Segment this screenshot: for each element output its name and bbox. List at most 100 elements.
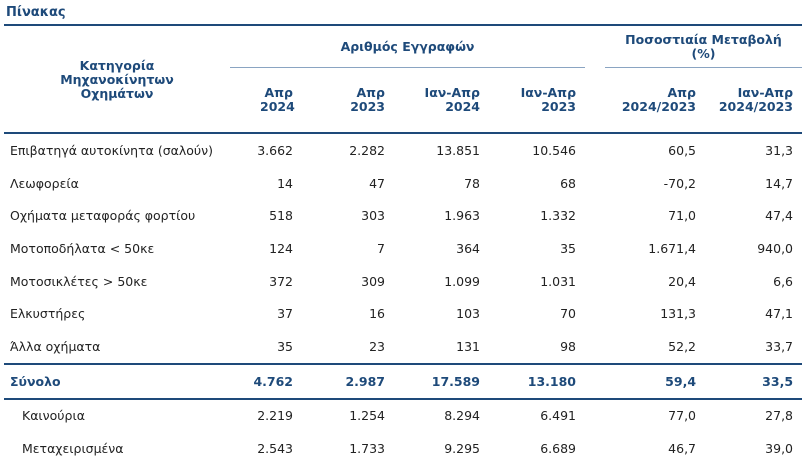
cell-apr-2024: 2.219 [257, 408, 293, 424]
gap-cell [585, 330, 605, 364]
header-col-janapr-2024: Ιαν-Απρ 2024 [394, 67, 489, 134]
cell-apr-change: 52,2 [668, 338, 697, 354]
cell-apr-2023: 23 [369, 338, 385, 354]
cell-janapr-2023: 6.689 [540, 441, 577, 457]
cell-apr-change: 71,0 [668, 208, 697, 224]
cell-apr-2024: 372 [269, 273, 293, 289]
gap-cell [585, 199, 605, 232]
cell-apr-2023: 1.733 [349, 441, 385, 457]
row-label: Μοτοσικλέτες > 50κε [10, 273, 148, 289]
cell-apr-change: 60,5 [668, 142, 697, 158]
cell-janapr-2024: 78 [464, 175, 480, 191]
cell-janapr-change: 6,6 [773, 273, 794, 289]
cell-apr-2023: 16 [369, 306, 385, 322]
cell-janapr-change: 31,3 [765, 142, 794, 158]
total-row: Σύνολο 4.762 2.987 17.589 13.180 59,4 33… [4, 362, 803, 400]
row-label: Μοτοποδήλατα < 50κε [10, 240, 155, 256]
cell-janapr-2024: 131 [456, 338, 480, 354]
header-col-janapr-change: Ιαν-Απρ 2024/2023 [705, 67, 803, 134]
cell-janapr-2024: 8.294 [444, 408, 480, 424]
table-row: Άλλα οχήματα 35 23 131 98 52,2 33,7 [4, 330, 802, 364]
table-row: Ελκυστήρες 37 16 103 70 131,3 47,1 [4, 297, 802, 330]
cell-janapr-2024: 103 [456, 306, 480, 322]
table-row: Μοτοποδήλατα < 50κε 124 7 364 35 1.671,4… [4, 232, 802, 265]
total-janapr-2024: 17.589 [394, 362, 489, 400]
cell-janapr-2023: 68 [560, 175, 577, 191]
cell-janapr-change: 27,8 [765, 408, 794, 424]
total-apr-2023: 2.987 [302, 362, 394, 400]
table-title: Πίνακας [6, 5, 66, 20]
header-gap [585, 27, 605, 68]
cell-janapr-2024: 1.963 [444, 208, 480, 224]
row-label: Λεωφορεία [10, 175, 79, 191]
total-label: Σύνολο [4, 362, 230, 400]
table-row: Οχήματα μεταφοράς φορτίου 518 303 1.963 … [4, 199, 802, 232]
header-group-registrations: Αριθμός Εγγραφών [230, 27, 586, 68]
cell-janapr-2023: 70 [560, 306, 577, 322]
header-col-apr-change: Απρ 2024/2023 [605, 67, 706, 134]
gap-cell [585, 167, 605, 200]
cell-janapr-2023: 98 [560, 338, 577, 354]
cell-apr-2024: 2.543 [257, 441, 293, 457]
cell-janapr-change: 47,4 [765, 208, 794, 224]
row-label: Καινούρια [22, 408, 85, 424]
cell-apr-2024: 37 [277, 306, 293, 322]
cell-apr-2024: 3.662 [257, 142, 293, 158]
header-col-apr-2024: Απρ 2024 [230, 67, 302, 134]
table-row: Λεωφορεία 14 47 78 68 -70,2 14,7 [4, 167, 802, 200]
cell-janapr-2024: 13.851 [436, 142, 480, 158]
cell-apr-2023: 309 [361, 273, 385, 289]
cell-apr-2023: 7 [377, 240, 385, 256]
cell-janapr-change: 47,1 [765, 306, 794, 322]
cell-janapr-change: 33,7 [765, 338, 794, 354]
header-group-change: Ποσοστιαία Μεταβολή (%) [605, 27, 803, 68]
row-label: Ελκυστήρες [10, 306, 86, 322]
gap-cell [585, 362, 606, 400]
cell-apr-change: 46,7 [668, 441, 697, 457]
cell-janapr-2023: 1.332 [540, 208, 577, 224]
cell-apr-2023: 2.282 [349, 142, 385, 158]
cell-apr-2023: 1.254 [349, 408, 385, 424]
gap-cell [585, 265, 605, 298]
gap-cell [585, 297, 605, 330]
total-janapr-2023: 13.180 [489, 362, 586, 400]
row-label: Άλλα οχήματα [10, 338, 101, 354]
cell-apr-2024: 124 [269, 240, 293, 256]
sub-row-new: Καινούρια 2.219 1.254 8.294 6.491 77,0 2… [4, 399, 802, 433]
cell-janapr-2024: 364 [456, 240, 480, 256]
cell-apr-2024: 518 [269, 208, 293, 224]
cell-apr-2023: 303 [361, 208, 385, 224]
total-apr-2024: 4.762 [230, 362, 302, 400]
cell-apr-2024: 35 [277, 338, 293, 354]
cell-janapr-2024: 1.099 [444, 273, 480, 289]
header-col-apr-2023: Απρ 2023 [302, 67, 394, 134]
table-row: Μοτοσικλέτες > 50κε 372 309 1.099 1.031 … [4, 265, 802, 298]
header-category: Κατηγορία Μηχανοκίνητων Οχημάτων [4, 27, 230, 134]
cell-apr-change: 131,3 [660, 306, 697, 322]
cell-apr-change: 77,0 [668, 408, 697, 424]
total-janapr-change: 33,5 [705, 362, 803, 400]
total-apr-change: 59,4 [605, 362, 706, 400]
gap-cell [585, 432, 605, 465]
cell-apr-change: -70,2 [663, 175, 697, 191]
header-gap-2 [585, 67, 606, 134]
cell-janapr-2023: 10.546 [532, 142, 577, 158]
sub-row-used: Μεταχειρισμένα 2.543 1.733 9.295 6.689 4… [4, 432, 802, 465]
cell-apr-change: 1.671,4 [648, 240, 697, 256]
cell-janapr-2023: 1.031 [540, 273, 577, 289]
cell-janapr-2023: 35 [560, 240, 577, 256]
gap-cell [585, 399, 605, 433]
cell-janapr-change: 39,0 [765, 441, 794, 457]
row-label: Επιβατηγά αυτοκίνητα (σαλούν) [10, 142, 213, 158]
row-label: Μεταχειρισμένα [22, 441, 124, 457]
top-rule [4, 24, 802, 26]
vehicle-registrations-table: Κατηγορία Μηχανοκίνητων Οχημάτων Αριθμός… [4, 27, 803, 465]
cell-janapr-change: 940,0 [757, 240, 794, 256]
cell-apr-2023: 47 [369, 175, 385, 191]
cell-apr-2024: 14 [277, 175, 293, 191]
cell-janapr-2024: 9.295 [444, 441, 480, 457]
cell-janapr-change: 14,7 [765, 175, 794, 191]
gap-cell [585, 133, 605, 167]
row-label: Οχήματα μεταφοράς φορτίου [10, 208, 196, 224]
cell-apr-change: 20,4 [668, 273, 697, 289]
